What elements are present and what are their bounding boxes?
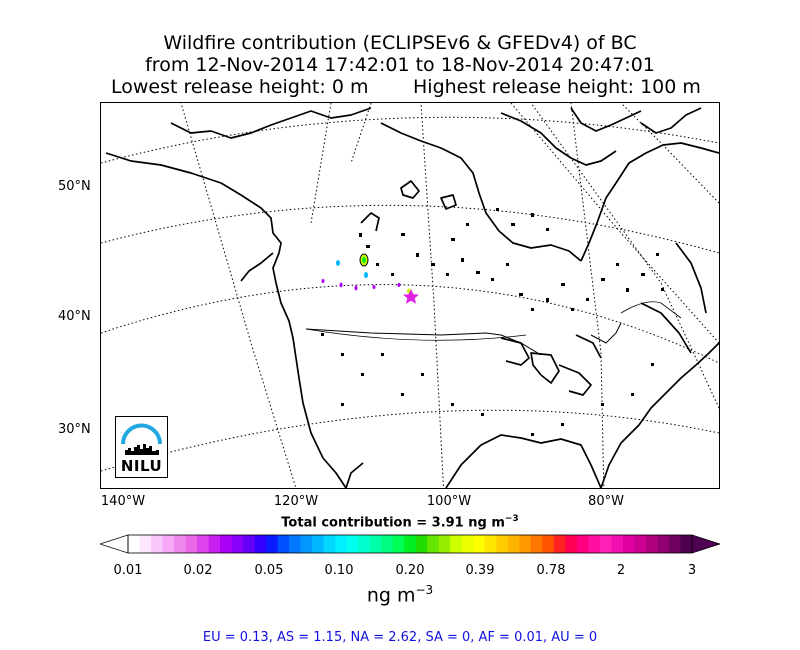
colorbar-segment bbox=[450, 535, 463, 553]
colorbar-segment bbox=[151, 535, 164, 553]
colorbar-segment bbox=[197, 535, 210, 553]
regional-contributions: EU = 0.13, AS = 1.15, NA = 2.62, SA = 0,… bbox=[202, 630, 598, 645]
colorbar-segment bbox=[622, 535, 635, 553]
total-contribution-text: Total contribution = 3.91 ng m bbox=[281, 515, 505, 531]
colorbar-segment bbox=[542, 535, 555, 553]
map-panel bbox=[100, 102, 720, 489]
colorbar-segment bbox=[266, 535, 279, 553]
release-point-star-icon bbox=[403, 289, 419, 304]
colorbar-segment bbox=[484, 535, 497, 553]
colorbar-segment bbox=[427, 535, 440, 553]
colorbar-segment bbox=[634, 535, 647, 553]
colorbar-segment bbox=[565, 535, 578, 553]
colorbar-unit: ng m−3 bbox=[0, 583, 800, 606]
colorbar-tick: 2 bbox=[616, 563, 626, 578]
colorbar-segment bbox=[208, 535, 221, 553]
lon-label-80w: 80°W bbox=[588, 494, 624, 509]
colorbar bbox=[100, 534, 720, 554]
lat-label-50: 50°N bbox=[58, 179, 91, 194]
colorbar-tick: 0.78 bbox=[536, 563, 566, 578]
colorbar-segment bbox=[139, 535, 152, 553]
colorbar-segment bbox=[668, 535, 681, 553]
total-contribution: Total contribution = 3.91 ng m−3 bbox=[0, 514, 800, 530]
colorbar-tick: 0.20 bbox=[395, 563, 425, 578]
lon-label-120w: 120°W bbox=[273, 494, 319, 509]
colorbar-segment bbox=[220, 535, 233, 553]
nilu-logo: NILU bbox=[115, 416, 168, 478]
colorbar-segment bbox=[588, 535, 601, 553]
lon-label-100w: 100°W bbox=[426, 494, 472, 509]
colorbar-segment bbox=[507, 535, 520, 553]
colorbar-min-extend bbox=[100, 534, 129, 554]
highest-release-height: Highest release height: 100 m bbox=[413, 76, 701, 98]
colorbar-segment bbox=[657, 535, 670, 553]
logo-text: NILU bbox=[120, 457, 163, 475]
colorbar-tick: 0.02 bbox=[183, 563, 213, 578]
total-contribution-exponent: −3 bbox=[504, 514, 519, 524]
colorbar-tick: 3 bbox=[687, 563, 697, 578]
border-line bbox=[305, 328, 527, 341]
colorbar-segment bbox=[438, 535, 451, 553]
colorbar-tick: 0.01 bbox=[113, 563, 143, 578]
colorbar-segment bbox=[415, 535, 428, 553]
colorbar-segment bbox=[335, 535, 348, 553]
lowest-release-height: Lowest release height: 0 m bbox=[111, 76, 369, 98]
colorbar-segment bbox=[599, 535, 612, 553]
lat-label-40: 40°N bbox=[58, 309, 91, 324]
colorbar-segment bbox=[461, 535, 474, 553]
colorbar-tick: 0.39 bbox=[465, 563, 495, 578]
colorbar-segment bbox=[162, 535, 175, 553]
colorbar-segment bbox=[645, 535, 658, 553]
colorbar-segment bbox=[128, 535, 141, 553]
title-line-1: Wildfire contribution (ECLIPSEv6 & GFEDv… bbox=[163, 32, 637, 54]
colorbar-segment bbox=[369, 535, 382, 553]
colorbar-unit-text: ng m bbox=[366, 584, 416, 607]
colorbar-tick: 0.05 bbox=[254, 563, 284, 578]
colorbar-segment bbox=[231, 535, 244, 553]
us-canada-border bbox=[305, 328, 542, 356]
colorbar-segment bbox=[277, 535, 290, 553]
colorbar-segment bbox=[611, 535, 624, 553]
colorbar-max-extend bbox=[691, 534, 720, 554]
colorbar-segment bbox=[404, 535, 417, 553]
lon-label-140w: 140°W bbox=[100, 494, 146, 509]
colorbar-segment bbox=[289, 535, 302, 553]
map-canvas bbox=[101, 103, 719, 488]
colorbar-segment bbox=[243, 535, 256, 553]
colorbar-border bbox=[127, 534, 693, 554]
colorbar-segment bbox=[519, 535, 532, 553]
lat-label-30: 30°N bbox=[58, 422, 91, 437]
colorbar-segment bbox=[680, 535, 693, 553]
colorbar-segment bbox=[300, 535, 313, 553]
colorbar-unit-exponent: −3 bbox=[415, 583, 434, 597]
graticule bbox=[101, 103, 719, 488]
colorbar-segment bbox=[174, 535, 187, 553]
colorbar-segment bbox=[323, 535, 336, 553]
colorbar-segment bbox=[392, 535, 405, 553]
colorbar-segment bbox=[530, 535, 543, 553]
colorbar-segment bbox=[381, 535, 394, 553]
colorbar-segment bbox=[346, 535, 359, 553]
coastlines bbox=[105, 107, 719, 488]
colorbar-segment bbox=[576, 535, 589, 553]
colorbar-segment bbox=[496, 535, 509, 553]
colorbar-tick: 0.10 bbox=[324, 563, 354, 578]
colorbar-segment bbox=[553, 535, 566, 553]
plume bbox=[321, 253, 411, 294]
title-line-2: from 12-Nov-2014 17:42:01 to 18-Nov-2014… bbox=[145, 54, 655, 76]
colorbar-segment bbox=[312, 535, 325, 553]
colorbar-segment bbox=[473, 535, 486, 553]
nilu-logo-mark bbox=[121, 423, 162, 455]
colorbar-segment bbox=[185, 535, 198, 553]
colorbar-segment bbox=[254, 535, 267, 553]
lakes bbox=[321, 208, 664, 436]
colorbar-segment bbox=[358, 535, 371, 553]
